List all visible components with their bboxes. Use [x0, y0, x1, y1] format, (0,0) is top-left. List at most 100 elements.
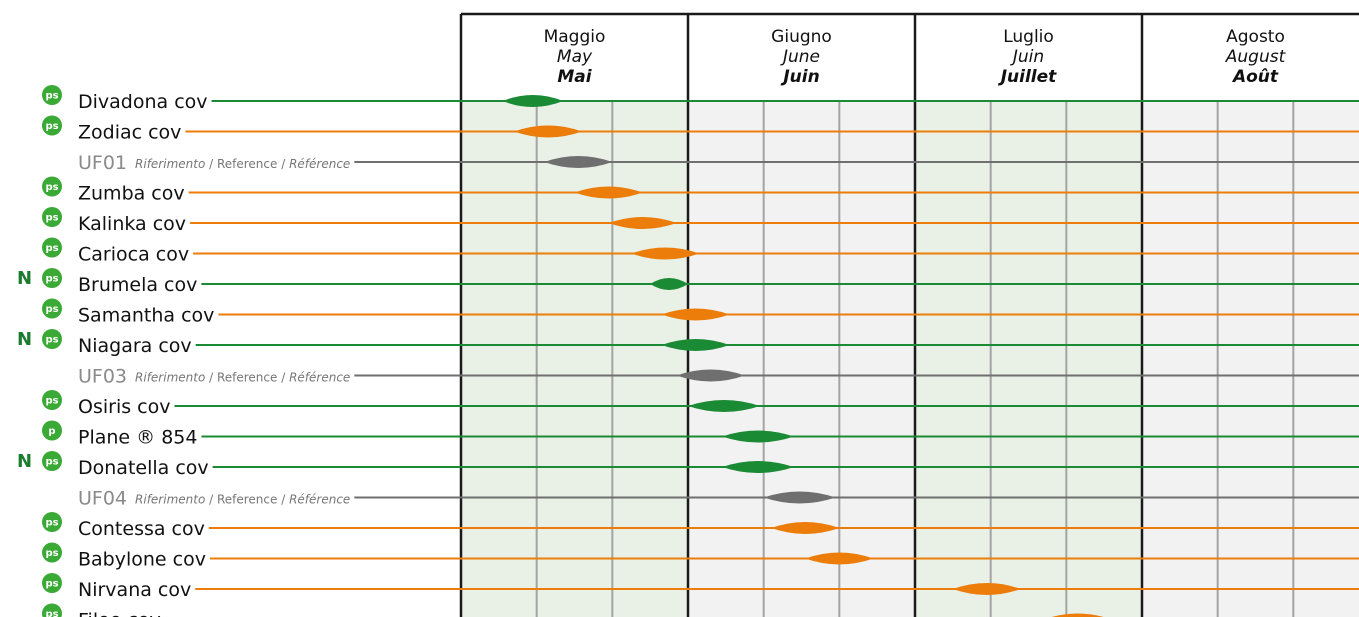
certification-badge-icon [42, 390, 62, 410]
variety-label: Contessa cov [78, 518, 205, 540]
ripening-window [805, 552, 874, 565]
certification-badge-icon [42, 115, 62, 136]
variety-row: Osiris cov ps [42, 390, 1359, 418]
badge-text: ps [45, 335, 58, 346]
variety-row: Kalinka cov ps [42, 207, 1359, 235]
month-label-it: Luglio [1003, 27, 1054, 47]
month-background [915, 101, 1142, 617]
ripening-window [1051, 613, 1104, 617]
month-label-it: Giugno [771, 27, 832, 47]
variety-label: Filoe cov [78, 610, 161, 617]
certification-badge-icon [42, 573, 62, 593]
month-header: MaggioMayMaiGiugnoJuneJuinLuglioJuinJuil… [459, 12, 1359, 617]
certification-badge-icon [42, 85, 62, 105]
variety-label: UF04 [78, 488, 127, 510]
certification-badge-icon [42, 542, 62, 563]
badge-text: p [48, 426, 55, 437]
month-label-fr: Juillet [998, 67, 1057, 87]
month-label-en: May [557, 47, 593, 67]
month-label-en: June [780, 47, 820, 67]
ripening-window [661, 339, 730, 351]
variety-label: Nirvana cov [78, 579, 191, 601]
variety-row: Divadona cov ps [42, 85, 1359, 113]
variety-row: Babylone cov ps [42, 542, 1359, 571]
variety-row: Filoe cov ps [42, 603, 1104, 617]
new-variety-mark: N [17, 451, 32, 472]
certification-badge-icon [42, 603, 62, 617]
badge-text: ps [45, 91, 58, 102]
variety-row: Nirvana cov ps [42, 573, 1359, 601]
ripening-window [722, 461, 794, 473]
badge-text: ps [45, 274, 58, 285]
variety-row: UF03 Riferimento / Reference / Référence [78, 366, 1359, 388]
variety-row: Zodiac cov ps [42, 115, 1359, 144]
variety-row: Niagara cov ps N [17, 329, 1359, 357]
ripening-window [676, 369, 745, 382]
ripening-window [513, 125, 583, 138]
new-variety-mark: N [17, 329, 32, 350]
certification-badge-icon [42, 451, 62, 471]
reference-note: Riferimento / Reference / Référence [135, 493, 350, 507]
certification-badge-icon [42, 512, 62, 532]
month-label-en: August [1225, 47, 1287, 67]
variety-label: UF01 [78, 152, 127, 174]
badge-text: ps [45, 396, 58, 407]
variety-label: UF03 [78, 366, 127, 388]
variety-row: Samantha cov ps [42, 298, 1359, 327]
badge-text: ps [45, 182, 58, 193]
ripening-window [771, 522, 840, 534]
new-variety-mark: N [17, 268, 32, 289]
badge-text: ps [45, 243, 58, 254]
variety-label: Donatella cov [78, 457, 209, 479]
month-label-fr: Juin [780, 67, 819, 87]
certification-badge-icon [42, 207, 62, 227]
variety-row: Plane ® 854 p [42, 420, 1359, 449]
variety-label: Plane ® 854 [78, 427, 197, 449]
variety-label: Osiris cov [78, 396, 170, 418]
certification-badge-icon [42, 298, 62, 319]
month-label-fr: Août [1231, 67, 1279, 87]
variety-label: Brumela cov [78, 274, 197, 296]
certification-badge-icon [42, 420, 62, 441]
reference-note: Riferimento / Reference / Référence [135, 371, 350, 385]
variety-row: UF01 Riferimento / Reference / Référence [78, 152, 1359, 174]
variety-label: Niagara cov [78, 335, 192, 357]
variety-row: UF04 Riferimento / Reference / Référence [78, 488, 1359, 510]
badge-text: ps [45, 548, 58, 559]
variety-label: Carioca cov [78, 244, 189, 266]
ripening-window [502, 95, 564, 107]
ripening-window [688, 400, 760, 412]
month-background [461, 101, 688, 617]
certification-badge-icon [42, 329, 62, 349]
badge-text: ps [45, 609, 58, 617]
month-background [688, 101, 915, 617]
badge-text: ps [45, 121, 58, 132]
variety-row: Brumela cov ps N [17, 268, 1359, 296]
variety-label: Babylone cov [78, 549, 206, 571]
month-label-en: Juin [1010, 47, 1044, 67]
ripening-window [544, 156, 613, 168]
ripening-window [631, 247, 700, 260]
month-label-it: Agosto [1226, 27, 1285, 47]
ripening-window [722, 430, 794, 443]
reference-note: Riferimento / Reference / Référence [135, 157, 350, 171]
month-background [1142, 101, 1359, 617]
variety-label: Kalinka cov [78, 213, 186, 235]
ripening-window [608, 217, 677, 229]
certification-badge-icon [42, 176, 62, 197]
badge-text: ps [45, 304, 58, 315]
ripening-window [574, 186, 643, 199]
variety-rows: Divadona cov ps Zodiac cov ps UF01 Riferiment… [17, 85, 1359, 617]
badge-text: ps [45, 579, 58, 590]
variety-row: Donatella cov ps N [17, 451, 1359, 479]
certification-badge-icon [42, 268, 62, 288]
variety-label: Divadona cov [78, 91, 208, 113]
badge-text: ps [45, 518, 58, 529]
variety-label: Zodiac cov [78, 122, 181, 144]
ripening-window [952, 583, 1021, 595]
month-label-fr: Mai [557, 67, 592, 87]
ripening-window [650, 278, 688, 290]
variety-row: Carioca cov ps [42, 237, 1359, 266]
badge-text: ps [45, 457, 58, 468]
